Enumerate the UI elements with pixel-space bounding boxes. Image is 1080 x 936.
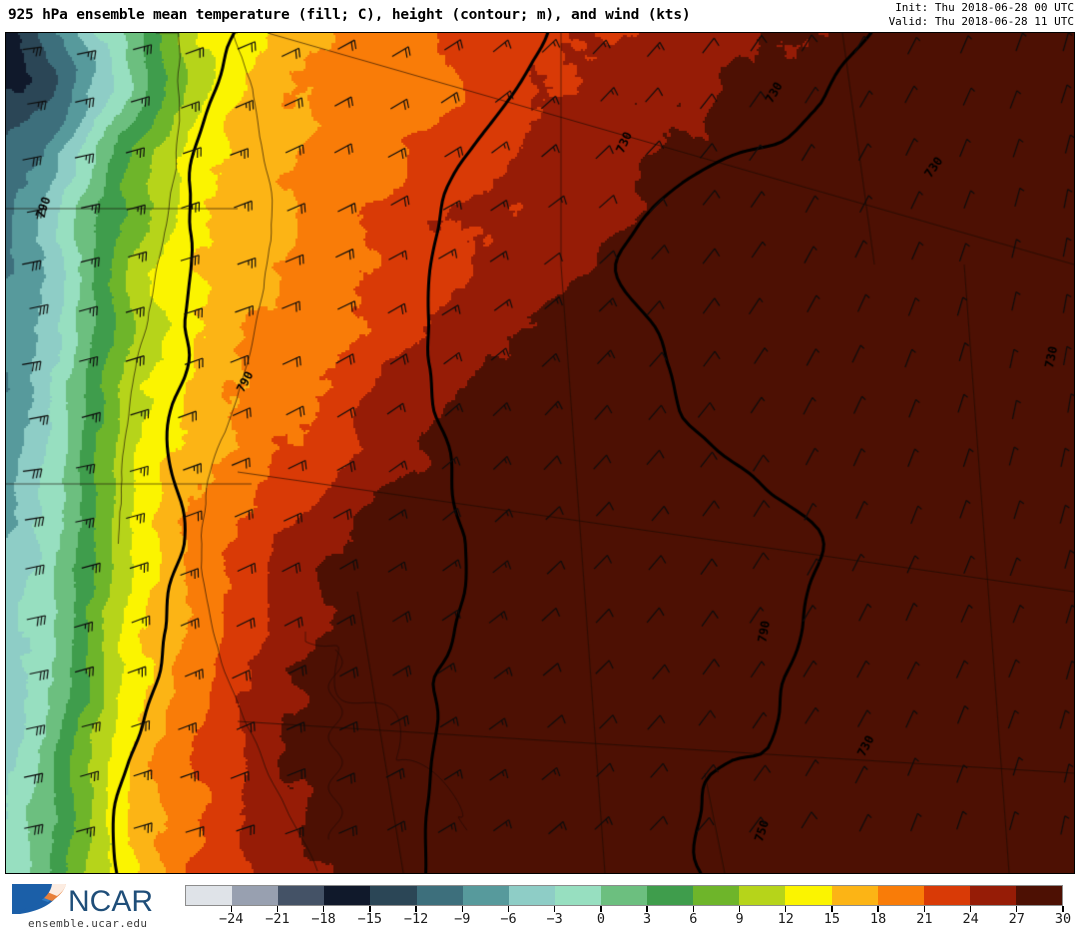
colorbar-tick xyxy=(600,906,602,912)
colorbar-tick-label: 21 xyxy=(916,911,933,927)
colorbar-swatch xyxy=(416,886,463,905)
footer-bar: NCAR ensemble.ucar.edu −24 −21 −18 −15 −12 −9… xyxy=(0,876,1080,936)
colorbar-tick xyxy=(230,906,232,912)
colorbar-tick-label: −3 xyxy=(546,911,563,927)
ncar-logo-url[interactable]: ensemble.ucar.edu xyxy=(28,917,148,930)
colorbar-tick-label: 27 xyxy=(1008,911,1025,927)
colorbar-tick-label: −6 xyxy=(500,911,517,927)
header-bar: 925 hPa ensemble mean temperature (fill;… xyxy=(0,0,1080,32)
colorbar-tick-label: −9 xyxy=(454,911,471,927)
colorbar-tick-labels: −24 −21 −18 −15 −12 −9 −6 −3 0 3 6 9 12 15 18 21 24 27 30 xyxy=(185,911,1071,931)
colorbar-tick xyxy=(646,906,648,912)
colorbar-swatch xyxy=(969,886,1016,905)
colorbar-tick xyxy=(692,906,694,912)
colorbar-tick-label: 18 xyxy=(870,911,887,927)
colorbar-swatch xyxy=(739,886,786,905)
colorbar-tick xyxy=(507,906,510,912)
colorbar-swatch xyxy=(324,886,371,905)
colorbar-tick xyxy=(923,906,926,912)
colorbar-tick xyxy=(553,906,556,912)
colorbar-swatch xyxy=(647,886,694,905)
colorbar-tick xyxy=(877,906,879,912)
colorbar-tick-label: 0 xyxy=(596,911,605,927)
colorbar-tick-label: 6 xyxy=(689,911,698,927)
colorbar-swatch xyxy=(923,886,970,905)
colorbar-swatch xyxy=(600,886,648,905)
ncar-logo-mark: NCAR xyxy=(12,884,153,918)
colorbar-tick-label: 12 xyxy=(777,911,794,927)
colorbar-tick-label: 30 xyxy=(1054,911,1072,927)
ncar-logo-text: NCAR xyxy=(68,885,153,918)
colorbar-swatches xyxy=(185,885,1063,906)
colorbar-tick xyxy=(1016,906,1018,912)
colorbar-swatch xyxy=(186,886,233,905)
colorbar-ticks xyxy=(185,906,1064,913)
colorbar-tick-label: 15 xyxy=(823,911,841,927)
colorbar-swatch xyxy=(693,886,740,905)
colorbar-swatch xyxy=(1015,886,1063,905)
ncar-logo[interactable]: NCAR ensemble.ucar.edu xyxy=(8,878,178,934)
colorbar-swatch xyxy=(370,886,417,905)
colorbar-swatch xyxy=(831,886,878,905)
colorbar-tick-label: 9 xyxy=(735,911,744,927)
colorbar-tick-label: 24 xyxy=(962,911,979,927)
map-render-canvas[interactable] xyxy=(6,33,1074,873)
colorbar-tick-label: 3 xyxy=(643,911,652,927)
colorbar-tick xyxy=(369,906,371,912)
colorbar-tick xyxy=(738,906,741,912)
colorbar-swatch xyxy=(462,886,509,905)
colorbar-tick xyxy=(831,906,833,912)
colorbar-tick xyxy=(461,906,463,912)
colorbar-tick-label: −15 xyxy=(357,911,383,927)
colorbar-swatch xyxy=(278,886,325,905)
colorbar-tick xyxy=(322,906,325,912)
page-title: 925 hPa ensemble mean temperature (fill;… xyxy=(8,7,691,23)
colorbar-tick xyxy=(415,906,417,912)
forecast-time-block: Init: Thu 2018-06-28 00 UTC Valid: Thu 2… xyxy=(888,1,1074,28)
weather-map[interactable] xyxy=(5,32,1075,874)
colorbar-tick-label: −18 xyxy=(311,911,336,927)
colorbar-swatch xyxy=(232,886,279,905)
colorbar-swatch xyxy=(508,886,555,905)
colorbar-tick xyxy=(276,906,279,912)
colorbar-tick xyxy=(1062,906,1064,912)
colorbar-tick-label: −21 xyxy=(265,911,290,927)
colorbar-tick-label: −24 xyxy=(219,911,244,927)
temperature-colorbar: −24 −21 −18 −15 −12 −9 −6 −3 0 3 6 9 12 15 18 21 24 27 30 xyxy=(185,885,1071,933)
colorbar-swatch xyxy=(877,886,924,905)
colorbar-tick xyxy=(785,906,787,912)
colorbar-swatch xyxy=(554,886,601,905)
colorbar-tick xyxy=(969,906,972,912)
colorbar-swatch xyxy=(785,886,832,905)
colorbar-tick-label: −12 xyxy=(403,911,429,927)
